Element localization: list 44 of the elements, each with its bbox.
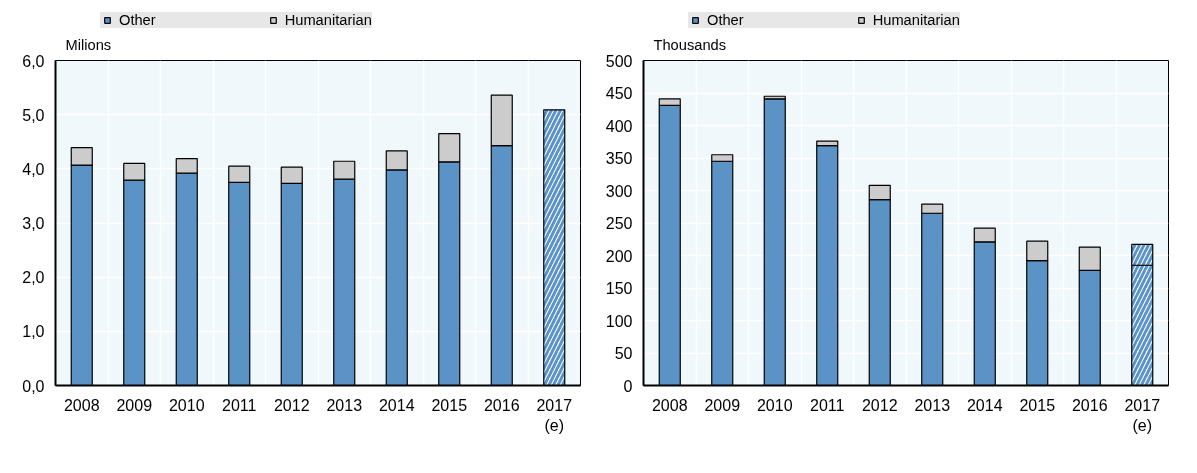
legend-label: Other (707, 12, 744, 28)
y-axis-title: Milions (65, 36, 112, 53)
y-tick-label: 5,0 (22, 106, 45, 124)
x-tick-label: 2014 (966, 396, 1003, 414)
x-tick-label: 2013 (326, 396, 363, 414)
y-tick-label: 200 (605, 247, 633, 265)
y-tick-label: 0,0 (22, 377, 45, 395)
x-tick-label: 2016 (483, 396, 520, 414)
x-tick-label: 2016 (1071, 396, 1108, 414)
y-tick-label: 4,0 (22, 160, 45, 178)
x-tick-label: 2010 (756, 396, 793, 414)
x-tick-label: 2009 (116, 396, 153, 414)
y-tick-label: 500 (605, 52, 633, 70)
legend-label: Humanitarian (872, 12, 960, 28)
x-tick-label: 2012 (273, 396, 310, 414)
x-tick-label: 2010 (168, 396, 205, 414)
x-tick-label: 2012 (861, 396, 898, 414)
y-tick-label: 1,0 (22, 323, 45, 341)
x-tick-label: 2013 (914, 396, 951, 414)
x-tick-label: 2017 (e) (1124, 396, 1161, 434)
x-tick-label: 2017 (e) (536, 396, 573, 434)
x-tick-label: 2015 (1019, 396, 1056, 414)
y-tick-label: 3,0 (22, 215, 45, 232)
x-tick-label: 2009 (704, 396, 741, 414)
y-tick-label: 100 (605, 312, 633, 330)
y-axis-title: Thousands (653, 36, 727, 53)
x-tick-label: 2014 (378, 396, 415, 414)
y-tick-label: 250 (605, 215, 633, 232)
x-tick-label: 2008 (651, 396, 688, 414)
legend-label: Humanitarian (284, 12, 372, 28)
y-tick-label: 450 (605, 85, 633, 102)
x-tick-label: 2015 (431, 396, 468, 414)
x-tick-label: 2011 (810, 396, 845, 414)
y-tick-label: 400 (605, 117, 633, 135)
y-tick-label: 6,0 (22, 52, 45, 70)
y-tick-label: 150 (605, 280, 633, 297)
y-tick-label: 2,0 (22, 269, 45, 287)
legend-label: Other (119, 12, 156, 28)
y-tick-label: 300 (605, 182, 633, 200)
y-tick-label: 350 (605, 150, 633, 167)
x-tick-label: 2008 (63, 396, 100, 414)
y-tick-label: 0 (623, 377, 633, 395)
y-tick-label: 50 (614, 345, 633, 362)
x-tick-label: 2011 (222, 396, 257, 414)
